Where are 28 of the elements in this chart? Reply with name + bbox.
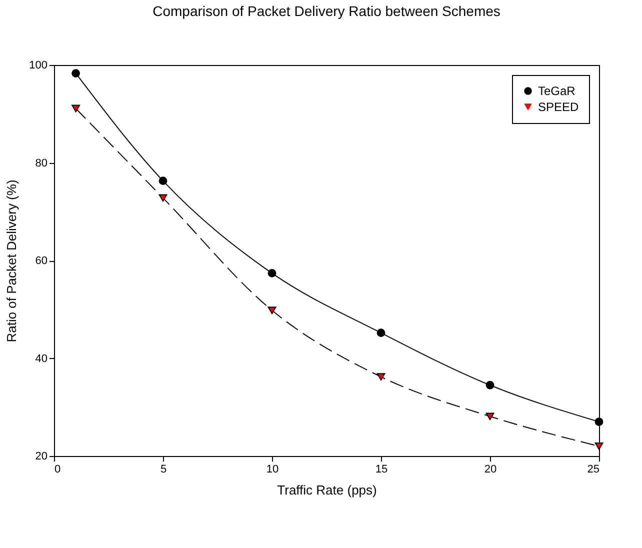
- point: [486, 380, 494, 390]
- y-tick-label: 80: [35, 157, 48, 170]
- legend-label: TeGaR: [538, 84, 576, 98]
- x-tick-label: 10: [266, 464, 279, 476]
- x-tick-label: 25: [587, 464, 600, 476]
- x-axis-title: Traffic Rate (pps): [277, 482, 377, 498]
- point: [376, 328, 386, 338]
- y-tick-label: 20: [35, 450, 48, 462]
- x-tick-label: 0: [54, 464, 61, 476]
- x-tick-label: 20: [484, 464, 497, 476]
- legend-label: SPEED: [538, 100, 580, 114]
- y-axis-title: Ratio of Packet Delivery (%): [4, 180, 20, 342]
- point: [594, 442, 604, 450]
- y-tick-label: 100: [29, 60, 48, 72]
- point: [268, 306, 276, 314]
- point: [268, 269, 276, 278]
- point: [486, 412, 494, 420]
- point: [72, 104, 80, 112]
- point: [594, 418, 604, 426]
- point: [376, 373, 386, 381]
- y-tick-label: 60: [35, 255, 48, 267]
- x-tick-label: 15: [375, 464, 388, 476]
- point: [158, 194, 168, 202]
- chart-title: Comparison of Packet Delivery Ratio between Schemes: [152, 3, 500, 19]
- x-tick-label: 5: [160, 464, 167, 476]
- y-tick-label: 40: [35, 352, 48, 365]
- point: [72, 69, 80, 78]
- point: [158, 176, 168, 186]
